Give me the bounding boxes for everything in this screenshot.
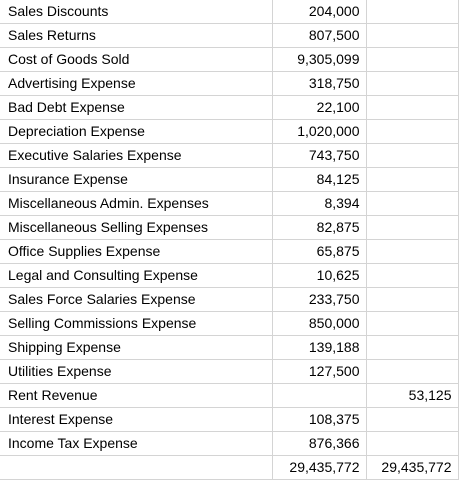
- total-credit-cell[interactable]: 29,435,772: [366, 455, 459, 480]
- ledger-row: Selling Commissions Expense 850,000: [0, 311, 459, 336]
- ledger-row: Interest Expense 108,375: [0, 407, 459, 432]
- credit-cell[interactable]: [366, 0, 459, 24]
- debit-cell[interactable]: 22,100: [272, 95, 367, 120]
- credit-cell[interactable]: [366, 359, 459, 384]
- ledger-row: Bad Debt Expense 22,100: [0, 95, 459, 120]
- account-name-cell[interactable]: Advertising Expense: [0, 71, 273, 96]
- debit-cell[interactable]: 204,000: [272, 0, 367, 24]
- ledger-row: Rent Revenue 53,125: [0, 383, 459, 408]
- credit-cell[interactable]: [366, 287, 459, 312]
- ledger-row: Executive Salaries Expense 743,750: [0, 143, 459, 168]
- credit-cell[interactable]: [366, 95, 459, 120]
- ledger-row: Sales Force Salaries Expense 233,750: [0, 287, 459, 312]
- credit-cell[interactable]: [366, 239, 459, 264]
- debit-cell[interactable]: 807,500: [272, 23, 367, 48]
- credit-cell[interactable]: [366, 71, 459, 96]
- debit-cell[interactable]: 65,875: [272, 239, 367, 264]
- ledger-row: Depreciation Expense 1,020,000: [0, 119, 459, 144]
- credit-cell[interactable]: [366, 23, 459, 48]
- credit-cell[interactable]: [366, 311, 459, 336]
- credit-cell[interactable]: [366, 143, 459, 168]
- debit-cell[interactable]: 850,000: [272, 311, 367, 336]
- totals-label-cell[interactable]: [0, 455, 273, 480]
- credit-cell[interactable]: [366, 191, 459, 216]
- credit-cell[interactable]: [366, 47, 459, 72]
- debit-cell[interactable]: 82,875: [272, 215, 367, 240]
- credit-cell[interactable]: [366, 215, 459, 240]
- debit-cell[interactable]: 318,750: [272, 71, 367, 96]
- ledger-row: Advertising Expense 318,750: [0, 71, 459, 96]
- account-name-cell[interactable]: Cost of Goods Sold: [0, 47, 273, 72]
- account-name-cell[interactable]: Utilities Expense: [0, 359, 273, 384]
- credit-cell[interactable]: [366, 335, 459, 360]
- debit-cell[interactable]: 84,125: [272, 167, 367, 192]
- account-name-cell[interactable]: Legal and Consulting Expense: [0, 263, 273, 288]
- ledger-row: Shipping Expense 139,188: [0, 335, 459, 360]
- ledger-row: Office Supplies Expense 65,875: [0, 239, 459, 264]
- account-name-cell[interactable]: Sales Force Salaries Expense: [0, 287, 273, 312]
- debit-cell[interactable]: 127,500: [272, 359, 367, 384]
- account-name-cell[interactable]: Income Tax Expense: [0, 431, 273, 456]
- account-name-cell[interactable]: Miscellaneous Selling Expenses: [0, 215, 273, 240]
- account-name-cell[interactable]: Miscellaneous Admin. Expenses: [0, 191, 273, 216]
- account-name-cell[interactable]: Rent Revenue: [0, 383, 273, 408]
- credit-cell[interactable]: [366, 263, 459, 288]
- debit-cell[interactable]: 8,394: [272, 191, 367, 216]
- ledger-row: Insurance Expense 84,125: [0, 167, 459, 192]
- total-debit-cell[interactable]: 29,435,772: [272, 455, 367, 480]
- account-name-cell[interactable]: Insurance Expense: [0, 167, 273, 192]
- debit-cell[interactable]: 10,625: [272, 263, 367, 288]
- credit-cell[interactable]: 53,125: [366, 383, 459, 408]
- credit-cell[interactable]: [366, 167, 459, 192]
- debit-cell[interactable]: 743,750: [272, 143, 367, 168]
- credit-cell[interactable]: [366, 119, 459, 144]
- account-name-cell[interactable]: Sales Returns: [0, 23, 273, 48]
- account-name-cell[interactable]: Selling Commissions Expense: [0, 311, 273, 336]
- debit-cell[interactable]: 9,305,099: [272, 47, 367, 72]
- ledger-row: Cost of Goods Sold 9,305,099: [0, 47, 459, 72]
- credit-cell[interactable]: [366, 407, 459, 432]
- ledger-row: Miscellaneous Admin. Expenses 8,394: [0, 191, 459, 216]
- account-name-cell[interactable]: Depreciation Expense: [0, 119, 273, 144]
- credit-cell[interactable]: [366, 431, 459, 456]
- account-name-cell[interactable]: Office Supplies Expense: [0, 239, 273, 264]
- ledger-row: Miscellaneous Selling Expenses 82,875: [0, 215, 459, 240]
- totals-row: 29,435,772 29,435,772: [0, 455, 459, 480]
- ledger-row: Sales Discounts 204,000: [0, 0, 459, 24]
- account-name-cell[interactable]: Executive Salaries Expense: [0, 143, 273, 168]
- ledger-row: Sales Returns 807,500: [0, 23, 459, 48]
- account-name-cell[interactable]: Bad Debt Expense: [0, 95, 273, 120]
- account-name-cell[interactable]: Shipping Expense: [0, 335, 273, 360]
- debit-cell[interactable]: 1,020,000: [272, 119, 367, 144]
- ledger-row: Utilities Expense 127,500: [0, 359, 459, 384]
- ledger-row: Income Tax Expense 876,366: [0, 431, 459, 456]
- account-name-cell[interactable]: Interest Expense: [0, 407, 273, 432]
- debit-cell[interactable]: 108,375: [272, 407, 367, 432]
- debit-cell[interactable]: 876,366: [272, 431, 367, 456]
- debit-cell[interactable]: [272, 383, 367, 408]
- account-name-cell[interactable]: Sales Discounts: [0, 0, 273, 24]
- debit-cell[interactable]: 233,750: [272, 287, 367, 312]
- debit-cell[interactable]: 139,188: [272, 335, 367, 360]
- ledger-row: Legal and Consulting Expense 10,625: [0, 263, 459, 288]
